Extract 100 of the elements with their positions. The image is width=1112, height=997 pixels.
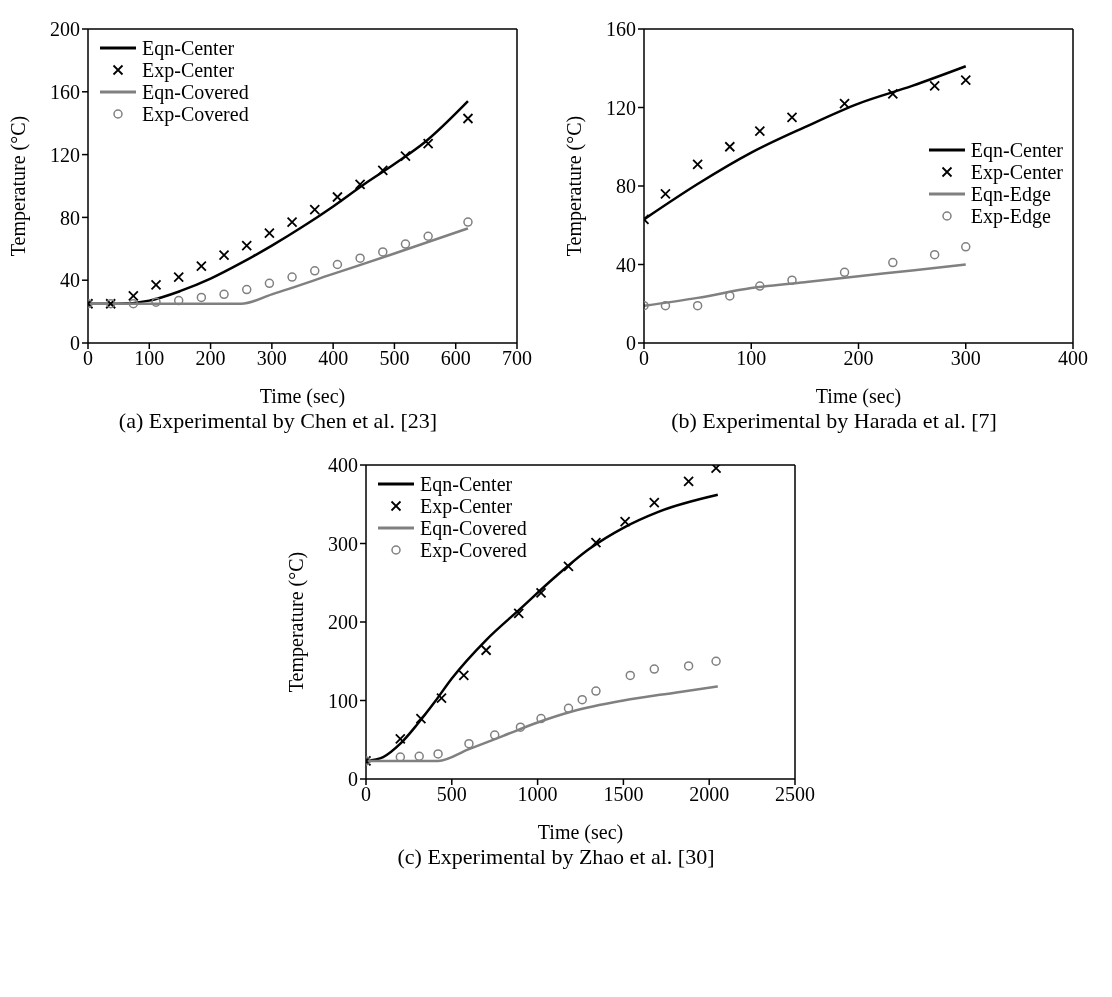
point bbox=[309, 204, 321, 215]
y-tick-label: 40 bbox=[60, 269, 80, 292]
point bbox=[536, 713, 546, 724]
x-tick-label: 100 bbox=[134, 347, 165, 370]
point bbox=[888, 257, 898, 268]
point bbox=[377, 164, 389, 176]
x-tick-label: 2500 bbox=[775, 783, 815, 806]
legend-label: Eqn-Center bbox=[142, 37, 235, 59]
y-tick-label: 80 bbox=[60, 206, 80, 229]
point bbox=[463, 217, 473, 227]
point bbox=[173, 295, 184, 306]
point bbox=[683, 476, 695, 487]
x-tick-label: 500 bbox=[436, 783, 467, 806]
x-tick-label: 400 bbox=[1058, 347, 1088, 370]
legend-label: Eqn-Center bbox=[420, 473, 513, 495]
x-tick-label: 300 bbox=[950, 347, 981, 370]
point bbox=[929, 249, 940, 260]
point bbox=[754, 125, 766, 137]
point bbox=[711, 656, 721, 666]
y-tick-label: 200 bbox=[50, 18, 80, 41]
point bbox=[400, 150, 411, 162]
x-axis-title: Time (sec) bbox=[537, 821, 624, 844]
point bbox=[414, 751, 424, 761]
point bbox=[660, 300, 671, 311]
point bbox=[839, 267, 850, 278]
legend-label: Eqn-Edge bbox=[970, 183, 1051, 205]
point bbox=[400, 239, 411, 249]
point bbox=[755, 281, 765, 291]
point bbox=[929, 80, 941, 92]
point bbox=[264, 227, 275, 239]
text: (a) Experimental by Chen et al. [23] bbox=[117, 408, 439, 434]
point bbox=[332, 191, 343, 203]
x-tick-label: 2000 bbox=[689, 783, 730, 806]
point bbox=[378, 247, 388, 257]
y-tick-label: 0 bbox=[626, 332, 636, 355]
y-axis-title: Temperature (°C) bbox=[563, 115, 587, 257]
y-tick-label: 160 bbox=[606, 18, 636, 41]
point bbox=[127, 290, 139, 302]
point bbox=[151, 297, 161, 307]
y-tick-label: 100 bbox=[328, 689, 358, 712]
point bbox=[218, 249, 230, 261]
point bbox=[241, 240, 253, 252]
y-tick-label: 400 bbox=[328, 454, 358, 477]
point bbox=[648, 497, 660, 509]
legend-label: Exp-Center bbox=[142, 59, 235, 81]
legend-label: Exp-Covered bbox=[142, 103, 249, 125]
y-tick-label: 200 bbox=[328, 611, 358, 634]
point bbox=[660, 188, 671, 200]
y-tick-label: 0 bbox=[348, 768, 358, 791]
point bbox=[286, 216, 298, 228]
point bbox=[196, 292, 207, 303]
legend-label: Exp-Edge bbox=[970, 205, 1051, 227]
legend-label: Exp-Covered bbox=[420, 539, 527, 561]
point bbox=[590, 537, 602, 549]
point bbox=[458, 669, 470, 681]
legend-label: Eqn-Covered bbox=[142, 81, 249, 103]
point bbox=[462, 113, 474, 124]
y-tick-label: 160 bbox=[50, 80, 80, 103]
x-tick-label: 700 bbox=[502, 347, 532, 370]
point bbox=[354, 179, 366, 190]
point bbox=[563, 560, 574, 572]
point bbox=[649, 664, 660, 674]
point bbox=[355, 253, 365, 263]
point bbox=[961, 242, 971, 252]
point bbox=[960, 74, 972, 86]
point bbox=[619, 516, 631, 527]
point bbox=[287, 272, 297, 282]
legend-label: Exp-Center bbox=[970, 161, 1063, 183]
point bbox=[150, 279, 162, 291]
y-tick-label: 40 bbox=[616, 253, 636, 276]
point bbox=[436, 692, 447, 704]
y-axis-title: Temperature (°C) bbox=[7, 115, 31, 257]
point bbox=[264, 278, 275, 289]
y-tick-label: 120 bbox=[50, 143, 80, 166]
x-tick-label: 200 bbox=[195, 347, 226, 370]
point bbox=[724, 141, 736, 153]
point bbox=[887, 88, 899, 100]
x-tick-label: 200 bbox=[843, 347, 874, 370]
point bbox=[625, 670, 636, 681]
y-tick-label: 300 bbox=[328, 532, 358, 555]
point bbox=[310, 266, 320, 276]
x-axis-title: Time (sec) bbox=[815, 385, 902, 408]
point bbox=[241, 284, 252, 295]
point bbox=[692, 159, 704, 170]
y-tick-label: 0 bbox=[70, 332, 80, 355]
x-tick-label: 600 bbox=[440, 347, 471, 370]
point bbox=[423, 231, 433, 241]
x-tick-label: 1000 bbox=[517, 783, 558, 806]
point bbox=[577, 694, 587, 705]
point bbox=[173, 271, 185, 283]
point bbox=[219, 289, 229, 300]
point bbox=[515, 722, 526, 732]
point bbox=[422, 138, 434, 150]
point bbox=[787, 275, 797, 285]
x-axis-title: Time (sec) bbox=[259, 385, 346, 408]
x-tick-label: 100 bbox=[736, 347, 767, 370]
point bbox=[591, 686, 601, 696]
legend-label: Eqn-Covered bbox=[420, 517, 527, 539]
x-tick-label: 500 bbox=[379, 347, 410, 370]
point bbox=[480, 644, 492, 656]
